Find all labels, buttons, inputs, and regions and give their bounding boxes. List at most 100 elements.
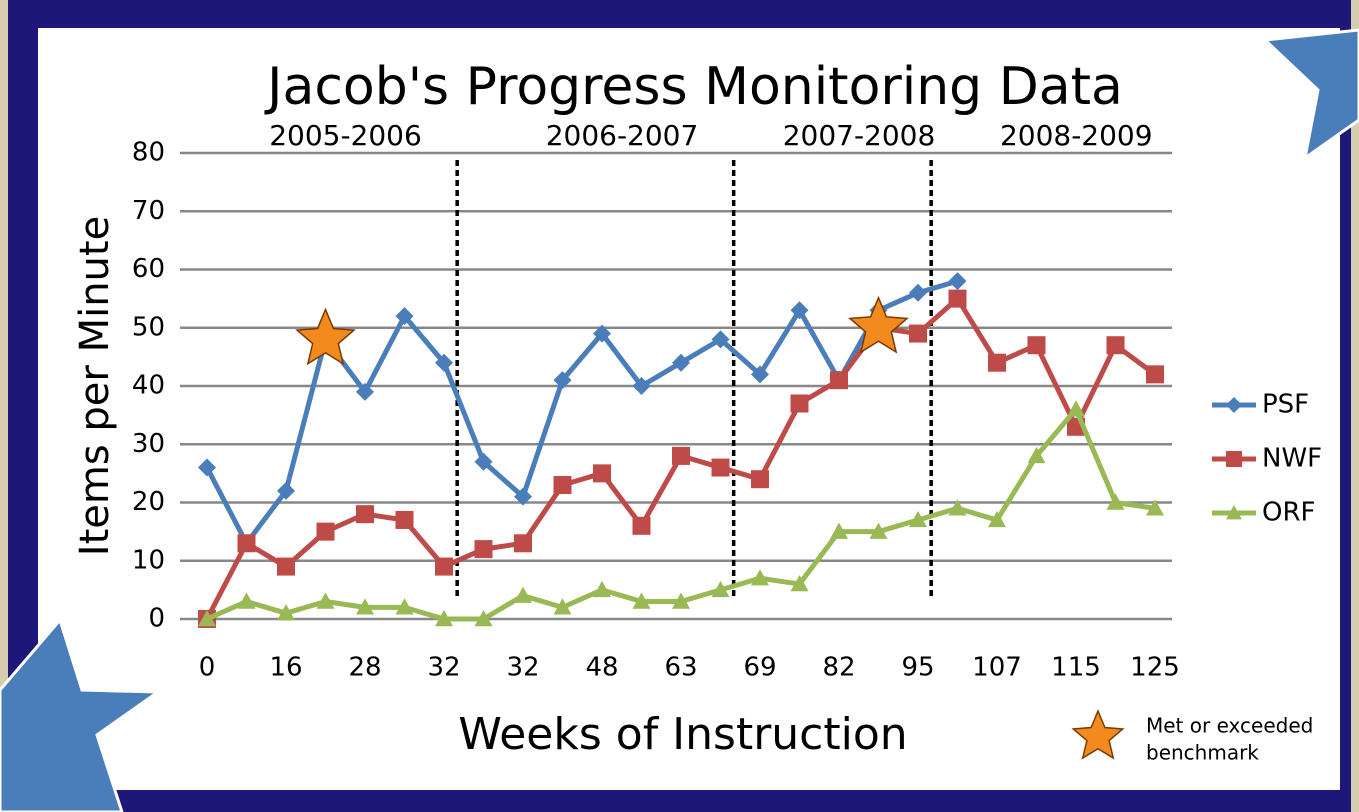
marker — [711, 458, 730, 477]
benchmark-legend-text: benchmark — [1146, 741, 1259, 765]
period-label: 2008-2009 — [1000, 119, 1153, 152]
marker — [988, 510, 1006, 528]
y-axis-label: Items per Minute — [72, 216, 118, 556]
marker — [316, 522, 335, 541]
marker — [553, 371, 572, 390]
benchmark-star — [1071, 709, 1125, 760]
period-label: 2005-2006 — [269, 119, 422, 152]
marker — [316, 592, 335, 609]
y-tick-label: 40 — [132, 371, 165, 401]
y-tick-label: 70 — [132, 196, 165, 226]
marker — [869, 522, 888, 539]
marker — [1106, 336, 1125, 355]
marker — [830, 522, 848, 539]
marker — [948, 499, 967, 516]
marker — [1106, 493, 1125, 510]
y-tick-label: 20 — [132, 487, 165, 517]
marker — [277, 557, 295, 576]
marker — [672, 592, 690, 609]
marker — [593, 580, 611, 598]
marker — [198, 458, 216, 477]
marker — [435, 610, 453, 627]
x-tick-label: 16 — [269, 653, 302, 683]
decor-star — [1261, 28, 1359, 162]
marker — [1226, 451, 1242, 467]
marker — [909, 510, 927, 528]
marker — [711, 330, 730, 349]
marker — [237, 534, 256, 553]
marker — [909, 324, 927, 343]
benchmark-legend-text: Met or exceeded — [1146, 714, 1313, 738]
marker — [553, 476, 572, 495]
y-tick-label: 80 — [132, 138, 165, 168]
x-tick-label: 32 — [427, 653, 460, 683]
x-tick-label: 63 — [664, 653, 697, 683]
marker — [435, 557, 453, 576]
marker — [356, 382, 374, 401]
marker — [1027, 446, 1046, 464]
marker — [277, 481, 295, 500]
marker — [711, 580, 730, 598]
legend-label: ORF — [1262, 498, 1316, 528]
marker — [632, 377, 651, 395]
legend-label: NWF — [1262, 444, 1322, 474]
marker — [948, 289, 967, 308]
marker — [514, 534, 532, 553]
marker — [593, 464, 611, 483]
y-tick-label: 10 — [132, 545, 165, 575]
marker — [237, 592, 256, 609]
chart-title: Jacob's Progress Monitoring Data — [264, 57, 1123, 117]
marker — [356, 598, 374, 615]
benchmark-star — [295, 307, 356, 366]
marker — [632, 516, 651, 535]
marker — [751, 470, 769, 489]
legend-label: PSF — [1262, 390, 1309, 420]
marker — [790, 301, 809, 320]
x-tick-label: 115 — [1051, 653, 1101, 683]
marker — [1067, 400, 1085, 417]
marker — [751, 569, 769, 586]
y-tick-label: 60 — [132, 254, 165, 284]
marker — [988, 353, 1006, 372]
marker — [474, 610, 493, 627]
marker — [1027, 336, 1046, 355]
marker — [790, 394, 809, 413]
x-tick-label: 107 — [972, 653, 1022, 683]
marker — [751, 365, 769, 384]
x-tick-label: 0 — [199, 653, 216, 683]
marker — [395, 598, 414, 615]
marker — [1226, 397, 1242, 413]
marker — [395, 307, 414, 326]
marker — [672, 446, 690, 465]
marker — [356, 505, 374, 524]
marker — [514, 487, 532, 506]
marker — [514, 586, 532, 603]
period-label: 2006-2007 — [546, 119, 699, 152]
marker — [593, 324, 611, 343]
y-tick-label: 30 — [132, 429, 165, 459]
y-tick-label: 50 — [132, 312, 165, 342]
marker — [948, 272, 967, 291]
marker — [435, 353, 453, 372]
benchmark-star — [848, 295, 909, 354]
panel — [38, 28, 1340, 790]
y-tick-label: 0 — [148, 604, 165, 634]
x-tick-label: 28 — [348, 653, 381, 683]
marker — [395, 510, 414, 529]
x-tick-label: 69 — [743, 653, 776, 683]
decor-star — [0, 616, 163, 812]
x-axis-label: Weeks of Instruction — [458, 709, 907, 760]
marker — [672, 353, 690, 372]
marker — [553, 598, 572, 615]
period-label: 2007-2008 — [783, 119, 936, 152]
marker — [1226, 505, 1242, 520]
marker — [277, 604, 295, 621]
marker — [1146, 499, 1164, 516]
x-tick-label: 32 — [506, 653, 539, 683]
marker — [632, 592, 651, 609]
marker — [830, 371, 848, 390]
marker — [790, 575, 809, 592]
x-tick-label: 95 — [901, 653, 934, 683]
